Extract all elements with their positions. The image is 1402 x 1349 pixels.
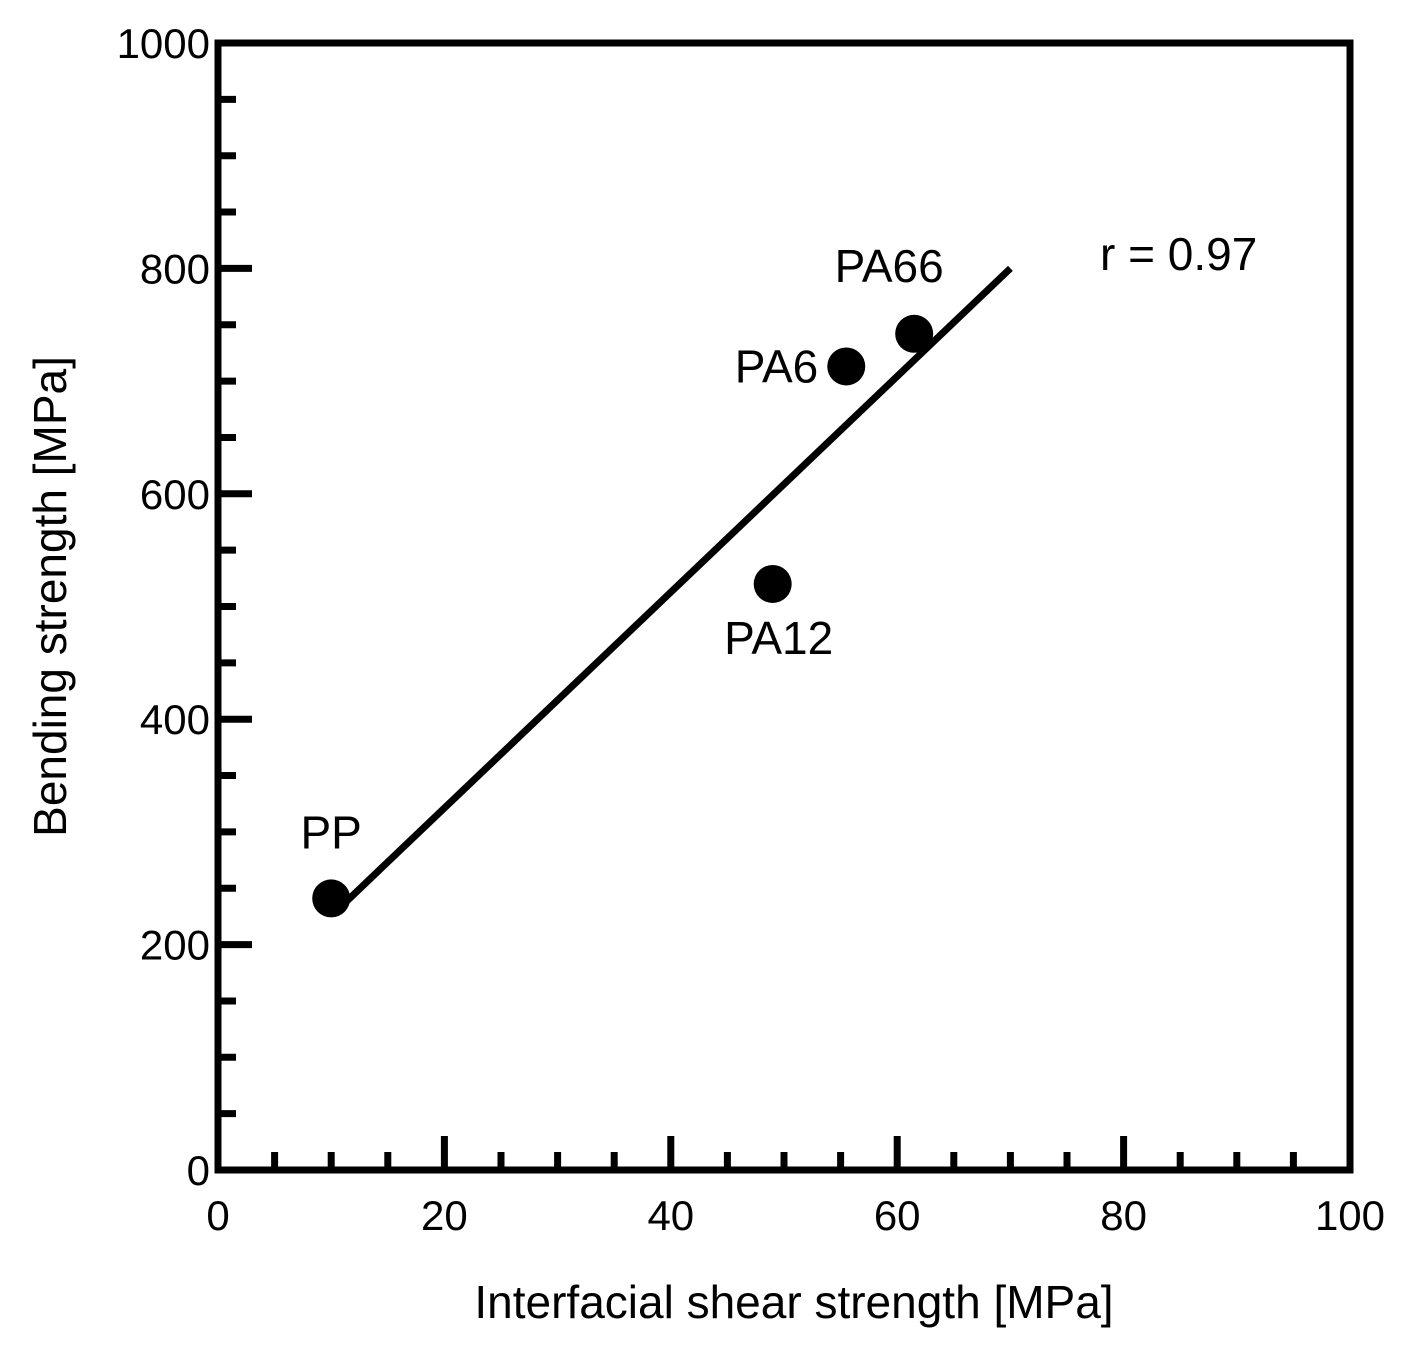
point-label: PP xyxy=(301,806,362,858)
point-label: PA66 xyxy=(835,240,944,292)
correlation-annotation: r = 0.97 xyxy=(1100,228,1257,280)
x-tick-label: 100 xyxy=(1315,1192,1385,1239)
plot-frame xyxy=(214,39,1354,1174)
major-ticks xyxy=(218,264,1128,1170)
y-tick-label: 200 xyxy=(140,922,210,969)
x-tick-label: 20 xyxy=(421,1192,468,1239)
x-tick-label: 0 xyxy=(206,1192,229,1239)
point-labels: PP PA12 PA6 PA66 xyxy=(301,240,944,859)
x-axis-title: Interfacial shear strength [MPa] xyxy=(474,1276,1113,1328)
data-points xyxy=(312,314,934,918)
y-axis-title: Bending strength [MPa] xyxy=(24,356,76,837)
y-tick-label: 1000 xyxy=(117,20,210,67)
x-tick-label: 40 xyxy=(647,1192,694,1239)
regression-line xyxy=(340,265,1013,908)
y-tick-label: 0 xyxy=(187,1147,210,1194)
y-tick-labels: 0 200 400 600 800 1000 xyxy=(117,20,210,1194)
y-tick-label: 800 xyxy=(140,245,210,292)
x-tick-labels: 0 20 40 60 80 100 xyxy=(206,1192,1385,1239)
y-tick-label: 600 xyxy=(140,471,210,518)
y-tick-label: 400 xyxy=(140,696,210,743)
data-point xyxy=(895,314,934,353)
point-label: PA12 xyxy=(724,612,833,664)
data-point xyxy=(827,347,866,386)
x-tick-label: 80 xyxy=(1100,1192,1147,1239)
data-point xyxy=(753,564,792,603)
data-point xyxy=(312,879,351,918)
point-label: PA6 xyxy=(735,340,819,392)
x-tick-label: 60 xyxy=(874,1192,921,1239)
